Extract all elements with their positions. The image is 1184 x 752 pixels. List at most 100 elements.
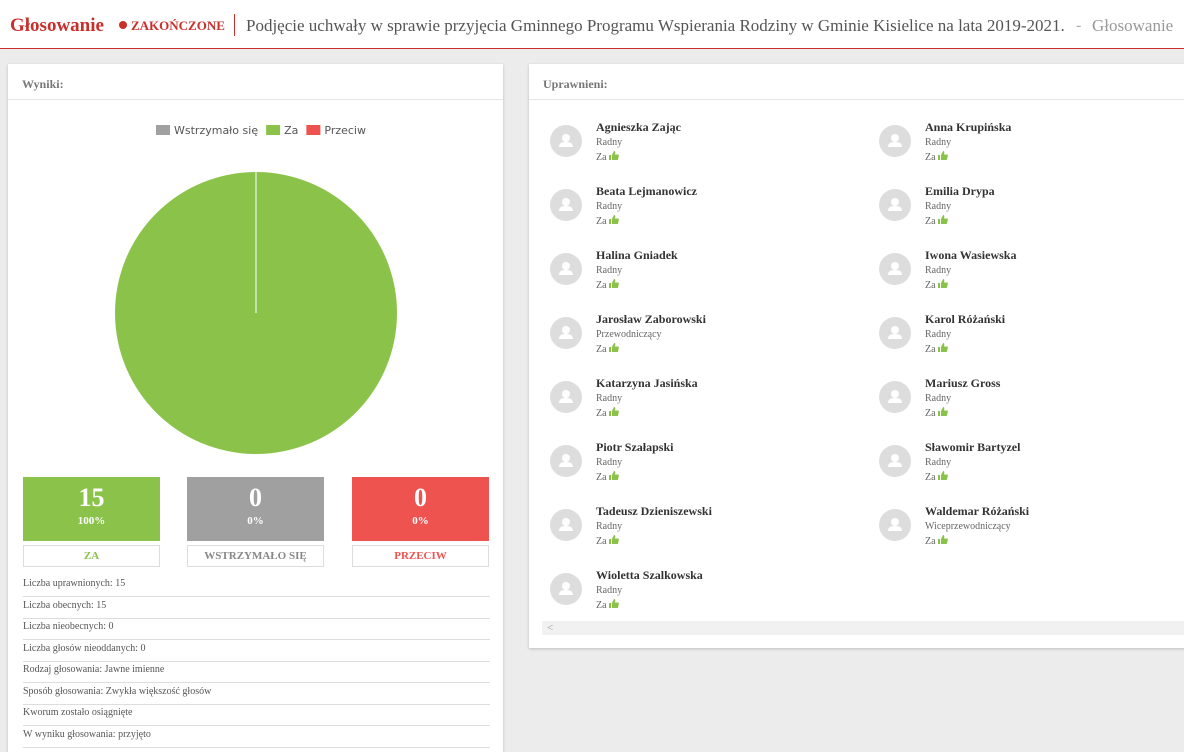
scrollbar[interactable]: < xyxy=(542,621,1184,635)
person-vote: Za xyxy=(925,279,948,291)
vote-text: Za xyxy=(596,536,607,547)
thumb-icon xyxy=(608,471,619,483)
person-vote: Za xyxy=(925,343,948,355)
result-box: 15 100% xyxy=(23,477,160,541)
person-vote: Za xyxy=(596,279,619,291)
thumb-icon xyxy=(937,215,948,227)
avatar xyxy=(550,125,582,157)
thumb-icon xyxy=(937,151,948,163)
vote-text: Za xyxy=(925,408,936,419)
stat-line: Liczba głosów nieoddanych: 0 xyxy=(23,640,490,662)
person-vote: Za xyxy=(596,343,619,355)
person-role: Radny xyxy=(596,393,623,404)
vote-text: Za xyxy=(925,152,936,163)
stat-line: Liczba obecnych: 15 xyxy=(23,597,490,619)
thumb-icon xyxy=(608,343,619,355)
avatar-icon xyxy=(559,326,573,339)
stat-line: Kworum zostało osiągnięte xyxy=(23,704,490,726)
avatar xyxy=(879,509,911,541)
vote-text: Za xyxy=(925,344,936,355)
person-role: Radny xyxy=(596,265,623,276)
person-name: Tadeusz Dzieniszewski xyxy=(596,504,712,518)
vote-text: Za xyxy=(596,216,607,227)
thumb-icon xyxy=(608,599,619,611)
panel-rule xyxy=(529,99,1184,100)
person-role: Radny xyxy=(596,137,623,148)
result-box: 0 0% xyxy=(187,477,324,541)
avatar-icon xyxy=(559,454,573,467)
person-vote: Za xyxy=(596,471,619,483)
avatar xyxy=(550,317,582,349)
status: ZAKOŃCZONE xyxy=(131,18,225,33)
panel-title: Uprawnieni: xyxy=(543,77,608,91)
avatar-icon xyxy=(559,198,573,211)
avatar-icon xyxy=(888,518,902,531)
vote-text: Za xyxy=(596,408,607,419)
avatar-icon xyxy=(559,582,573,595)
person-name: Anna Krupińska xyxy=(925,120,1012,134)
avatar-icon xyxy=(888,390,902,403)
person-name: Karol Różański xyxy=(925,312,1006,326)
vote-text: Za xyxy=(925,216,936,227)
result-label: ZA xyxy=(23,545,160,567)
breadcrumb[interactable]: Głosowanie xyxy=(1092,16,1174,35)
stat-line: Liczba nieobecnych: 0 xyxy=(23,618,490,640)
avatar-icon xyxy=(888,134,902,147)
result-percent: 0% xyxy=(412,515,429,527)
avatar-icon xyxy=(559,134,573,147)
thumb-icon xyxy=(608,215,619,227)
stat-line: Rodzaj głosowania: Jawne imienne xyxy=(23,661,490,683)
thumb-icon xyxy=(937,407,948,419)
person-name: Katarzyna Jasińska xyxy=(596,376,698,390)
legend-swatch xyxy=(306,125,321,135)
person-role: Radny xyxy=(596,457,623,468)
avatar xyxy=(550,253,582,285)
result-label: PRZECIW xyxy=(352,545,489,567)
panel-title: Wyniki: xyxy=(22,77,64,91)
person-name: Emilia Drypa xyxy=(925,184,995,198)
person-role: Radny xyxy=(596,521,623,532)
person-vote: Za xyxy=(925,407,948,419)
person-name: Halina Gniadek xyxy=(596,248,678,262)
person-vote: Za xyxy=(596,535,619,547)
thumb-icon xyxy=(937,535,948,547)
person-role: Radny xyxy=(925,329,952,340)
panel-rule xyxy=(8,99,503,100)
avatar xyxy=(879,125,911,157)
avatar xyxy=(879,445,911,477)
pie-chart: Wstrzymało się Za Przeciw xyxy=(115,124,397,454)
avatar xyxy=(879,253,911,285)
person-name: Beata Lejmanowicz xyxy=(596,184,697,198)
person-role: Radny xyxy=(925,265,952,276)
divider xyxy=(234,14,235,36)
person-role: Wiceprzewodniczący xyxy=(925,521,1011,532)
thumb-icon xyxy=(937,343,948,355)
thumb-icon xyxy=(608,279,619,291)
stat-line: Liczba uprawnionych: 15 xyxy=(23,575,490,597)
avatar-icon xyxy=(559,518,573,531)
separator: - xyxy=(1076,17,1082,34)
person-role: Radny xyxy=(925,457,952,468)
avatar-icon xyxy=(888,326,902,339)
avatar-icon xyxy=(559,390,573,403)
person-role: Radny xyxy=(596,585,623,596)
avatar xyxy=(550,509,582,541)
person-role: Radny xyxy=(596,201,623,212)
avatar xyxy=(550,189,582,221)
avatar xyxy=(550,381,582,413)
stat-line: Sposób głosowania: Zwykła większość głos… xyxy=(23,683,490,705)
person-vote: Za xyxy=(596,599,619,611)
legend-swatch xyxy=(266,125,281,135)
vote-text: Za xyxy=(925,536,936,547)
header: Głosowanie ZAKOŃCZONE Podjęcie uchwały w… xyxy=(0,0,1184,49)
person-role: Radny xyxy=(925,201,952,212)
header-title: Głosowanie xyxy=(10,15,104,36)
vote-text: Za xyxy=(596,280,607,291)
thumb-icon xyxy=(937,279,948,291)
person-role: Radny xyxy=(925,393,952,404)
result-label: WSTRZYMAŁO SIĘ xyxy=(187,545,324,567)
stat-line: W wyniku głosowania: przyjęto xyxy=(23,726,490,748)
person-vote: Za xyxy=(925,471,948,483)
result-count: 0 xyxy=(249,483,262,512)
